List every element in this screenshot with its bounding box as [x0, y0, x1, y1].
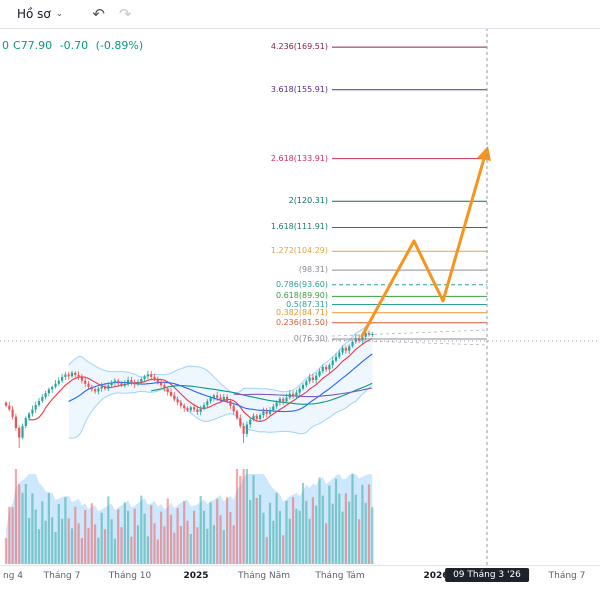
legend-change: -0.70: [59, 39, 89, 52]
redo-button[interactable]: ↷: [113, 6, 138, 23]
time-axis-label: 2025: [183, 571, 209, 581]
fib-level-label[interactable]: 1.272(104.29): [270, 246, 328, 256]
time-axis[interactable]: 09 Tháng 3 '26 ng 4 Tháng 7 Tháng 10 2025 Th…: [0, 565, 600, 587]
legend-close-value: 77.90: [20, 39, 53, 52]
volume-pane: [4, 469, 374, 564]
legend-close-label: C: [13, 39, 21, 52]
redo-icon: ↷: [118, 4, 132, 23]
bottom-strip: [0, 586, 600, 600]
bollinger-band: [68, 322, 373, 439]
fib-level-label[interactable]: 0.5(87.31): [286, 299, 328, 309]
fib-level-label[interactable]: 0.618(89.90): [275, 291, 328, 301]
fib-level-label[interactable]: 2.618(133.91): [270, 153, 328, 163]
fib-extension-lines[interactable]: [332, 46, 487, 340]
fib-level-label[interactable]: 0.786(93.60): [275, 279, 328, 289]
fib-level-label[interactable]: 3.618(155.91): [270, 84, 328, 94]
candles: [4, 330, 374, 448]
fib-level-label[interactable]: 2(120.31): [288, 196, 328, 206]
projection-zigzag-line: [360, 153, 487, 338]
fib-level-label[interactable]: 4.236(169.51): [270, 42, 328, 52]
time-axis-label: Tháng 7: [43, 571, 81, 581]
fib-level-label[interactable]: 0(76.30): [293, 334, 328, 343]
profile-menu-button[interactable]: Hồ sơ ⌄: [8, 3, 72, 25]
fib-level-label[interactable]: 0.382(84.71): [275, 307, 328, 317]
fib-level-label[interactable]: 1.618(111.91): [270, 222, 328, 232]
fib-level-label[interactable]: (98.31): [298, 265, 328, 275]
annotations[interactable]: [0, 28, 600, 565]
time-axis-label: Tháng Năm: [237, 571, 291, 581]
time-axis-label: Tháng Tám: [315, 571, 365, 581]
legend-change-pct: (-0.89%): [95, 39, 144, 52]
time-axis-label: 2026: [423, 571, 449, 581]
top-toolbar: Hồ sơ ⌄ ↶ ↷: [0, 0, 600, 29]
legend-fragment: 0: [2, 39, 9, 52]
time-axis-label: ng 4: [2, 571, 24, 581]
undo-icon: ↶: [92, 4, 105, 23]
time-axis-label: Tháng 7: [548, 571, 586, 581]
profile-menu-label: Hồ sơ: [17, 7, 51, 21]
chevron-down-icon: ⌄: [55, 8, 64, 19]
price-legend: 0 C77.90 -0.70 (-0.89%): [2, 39, 147, 52]
time-axis-label: Tháng 10: [108, 571, 152, 581]
crosshair-date-tooltip: 09 Tháng 3 '26: [445, 568, 529, 582]
undo-button[interactable]: ↶: [86, 6, 111, 23]
fib-level-label[interactable]: 0.236(81.50): [275, 317, 328, 327]
